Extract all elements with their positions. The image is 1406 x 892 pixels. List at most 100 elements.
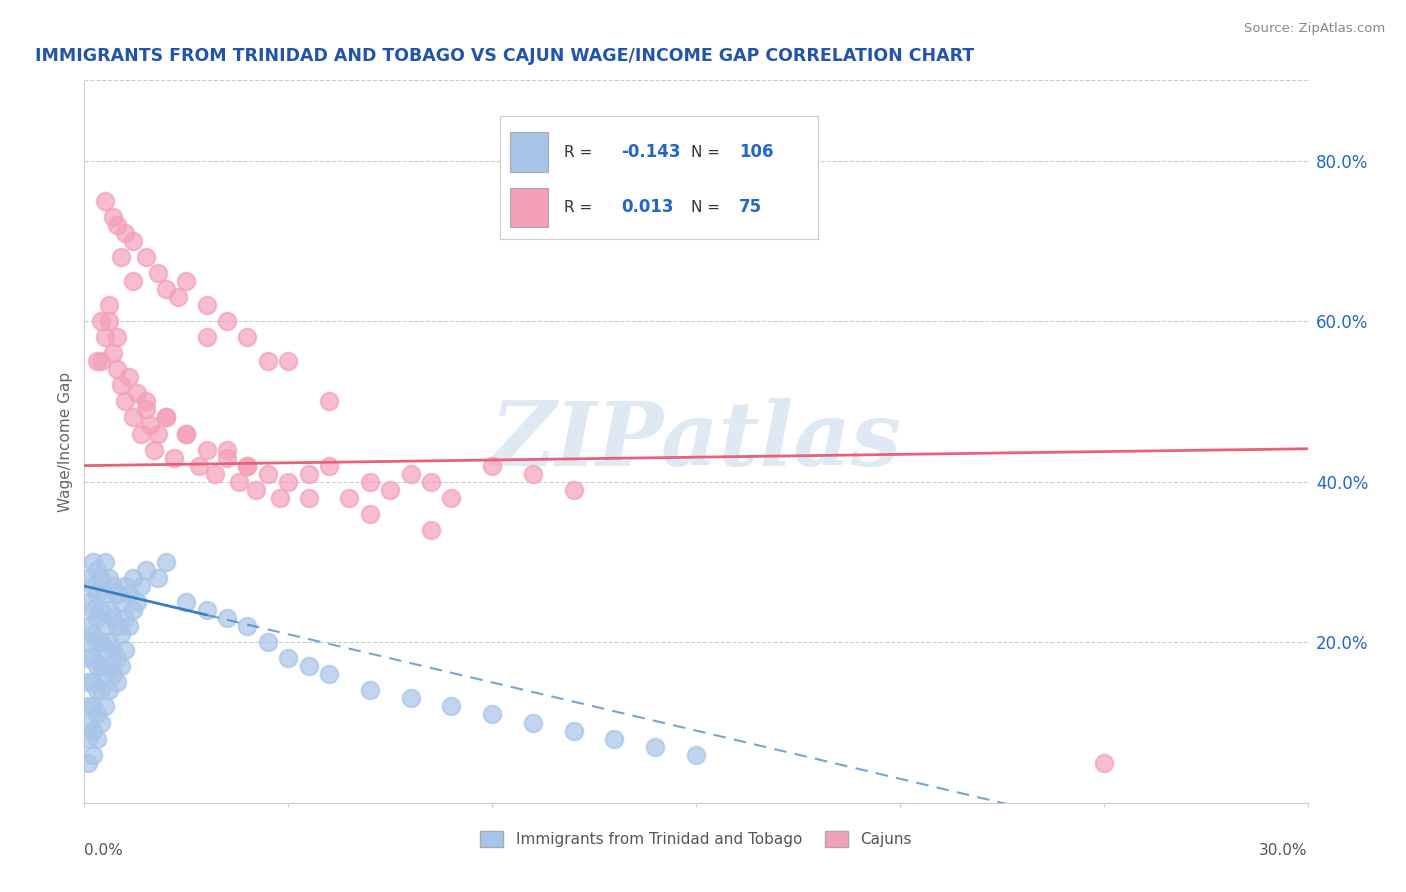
Point: [127, 595, 149, 609]
Point: [339, 491, 361, 505]
Point: [93, 699, 115, 714]
Point: [146, 266, 169, 280]
Point: [131, 426, 153, 441]
Point: [155, 410, 177, 425]
Point: [97, 659, 120, 673]
Point: [131, 579, 153, 593]
Point: [440, 491, 463, 505]
Point: [86, 659, 108, 673]
Point: [82, 651, 104, 665]
Point: [155, 410, 177, 425]
Point: [155, 555, 177, 569]
Point: [298, 491, 321, 505]
Point: [359, 683, 381, 698]
Text: 0.0%: 0.0%: [84, 843, 124, 857]
Point: [77, 675, 100, 690]
Point: [122, 571, 145, 585]
Point: [135, 250, 157, 264]
Point: [93, 330, 115, 344]
Point: [82, 603, 104, 617]
Point: [86, 587, 108, 601]
Text: 30.0%: 30.0%: [1260, 843, 1308, 857]
Point: [114, 226, 136, 240]
Point: [82, 723, 104, 738]
Point: [90, 354, 112, 368]
Point: [82, 699, 104, 714]
Point: [522, 715, 544, 730]
Point: [380, 483, 402, 497]
Point: [257, 635, 280, 649]
Point: [97, 603, 120, 617]
Point: [110, 250, 132, 264]
Point: [105, 619, 128, 633]
Point: [146, 426, 169, 441]
Point: [174, 274, 197, 288]
Point: [97, 683, 120, 698]
Point: [101, 667, 124, 681]
Point: [236, 619, 259, 633]
Point: [440, 699, 463, 714]
Point: [90, 603, 112, 617]
Point: [644, 739, 666, 754]
Point: [86, 635, 108, 649]
Point: [118, 587, 141, 601]
Point: [110, 595, 132, 609]
Point: [217, 442, 239, 457]
Point: [318, 394, 340, 409]
Point: [245, 483, 267, 497]
Point: [167, 290, 190, 304]
Point: [86, 563, 108, 577]
Point: [86, 731, 108, 746]
Point: [114, 394, 136, 409]
Point: [90, 683, 112, 698]
Point: [236, 458, 259, 473]
Point: [174, 426, 197, 441]
Point: [77, 635, 100, 649]
Point: [114, 579, 136, 593]
Point: [420, 523, 443, 537]
Point: [135, 402, 157, 417]
Point: [195, 298, 218, 312]
Point: [685, 747, 707, 762]
Point: [101, 643, 124, 657]
Point: [146, 571, 169, 585]
Point: [217, 450, 239, 465]
Point: [105, 330, 128, 344]
Point: [82, 747, 104, 762]
Point: [118, 619, 141, 633]
Point: [522, 467, 544, 481]
Point: [163, 450, 186, 465]
Point: [217, 611, 239, 625]
Point: [105, 362, 128, 376]
Point: [114, 611, 136, 625]
Point: [101, 210, 124, 224]
Point: [110, 659, 132, 673]
Point: [122, 410, 145, 425]
Point: [90, 314, 112, 328]
Point: [277, 475, 299, 489]
Legend: Immigrants from Trinidad and Tobago, Cajuns: Immigrants from Trinidad and Tobago, Caj…: [474, 825, 918, 853]
Point: [86, 707, 108, 722]
Point: [77, 595, 100, 609]
Point: [114, 643, 136, 657]
Point: [298, 467, 321, 481]
Point: [97, 298, 120, 312]
Point: [217, 314, 239, 328]
Point: [138, 418, 160, 433]
Point: [257, 467, 280, 481]
Point: [122, 603, 145, 617]
Point: [127, 386, 149, 401]
Point: [93, 643, 115, 657]
Point: [562, 723, 585, 738]
Point: [236, 458, 259, 473]
Point: [90, 715, 112, 730]
Text: Source: ZipAtlas.com: Source: ZipAtlas.com: [1244, 22, 1385, 36]
Point: [118, 370, 141, 384]
Point: [318, 458, 340, 473]
Point: [562, 483, 585, 497]
Point: [97, 314, 120, 328]
Point: [105, 218, 128, 232]
Point: [228, 475, 250, 489]
Point: [93, 587, 115, 601]
Point: [86, 683, 108, 698]
